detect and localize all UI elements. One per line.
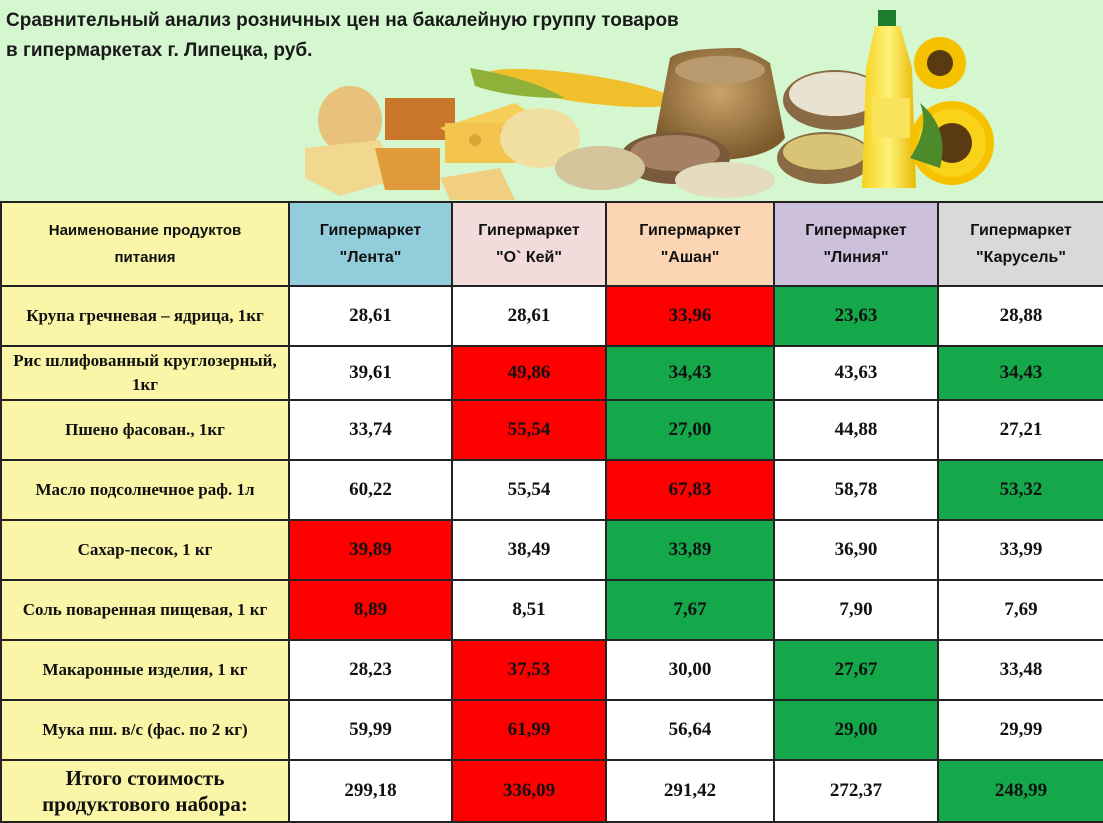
product-column-header: Наименование продуктов питания: [0, 201, 290, 287]
price-cell: 29,00: [773, 699, 939, 761]
price-cell: 34,43: [937, 345, 1103, 401]
store-header-okey: Гипермаркет "О` Кей": [451, 201, 607, 287]
product-name: Крупа гречневая – ядрица, 1кг: [0, 285, 290, 347]
product-name: Сахар-песок, 1 кг: [0, 519, 290, 581]
store-header-liniya: Гипермаркет "Линия": [773, 201, 939, 287]
grocery-illustration: [305, 10, 994, 200]
header-banner: Сравнительный анализ розничных цен на ба…: [0, 0, 1103, 201]
price-cell: 23,63: [773, 285, 939, 347]
price-cell: 60,22: [288, 459, 453, 521]
price-cell: 33,96: [605, 285, 775, 347]
price-cell: 38,49: [451, 519, 607, 581]
price-cell: 28,61: [288, 285, 453, 347]
price-cell: 29,99: [937, 699, 1103, 761]
price-cell: 53,32: [937, 459, 1103, 521]
grain-bowl-icon: [555, 70, 887, 198]
table-header-row: Наименование продуктов питания Гипермарк…: [0, 201, 1103, 287]
price-cell: 30,00: [605, 639, 775, 701]
product-name: Масло подсолнечное раф. 1л: [0, 459, 290, 521]
store-header-lenta: Гипермаркет "Лента": [288, 201, 453, 287]
price-cell: 67,83: [605, 459, 775, 521]
store-header-karusel: Гипермаркет "Карусель": [937, 201, 1103, 287]
price-cell: 28,61: [451, 285, 607, 347]
product-name: Рис шлифованный круглозерный, 1кг: [0, 345, 290, 401]
grain-sack-icon: [620, 48, 785, 184]
price-cell: 33,74: [288, 399, 453, 461]
oil-bottle-icon: [862, 10, 916, 188]
price-cell: 33,99: [937, 519, 1103, 581]
total-label: Итого стоимость продуктового набора:: [0, 759, 290, 823]
price-cell: 55,54: [451, 399, 607, 461]
price-cell: 56,64: [605, 699, 775, 761]
sunflower-icon: [910, 37, 994, 185]
price-cell: 7,69: [937, 579, 1103, 641]
price-table: Наименование продуктов питания Гипермарк…: [0, 201, 1103, 823]
price-cell: 39,89: [288, 519, 453, 581]
price-cell: 7,90: [773, 579, 939, 641]
table-row: Соль поваренная пищевая, 1 кг 8,89 8,51 …: [0, 579, 1103, 641]
price-cell: 28,23: [288, 639, 453, 701]
total-cell: 248,99: [937, 759, 1103, 823]
table-row: Пшено фасован., 1кг 33,74 55,54 27,00 44…: [0, 399, 1103, 461]
corn-icon: [470, 68, 675, 168]
product-name: Пшено фасован., 1кг: [0, 399, 290, 461]
price-cell: 58,78: [773, 459, 939, 521]
price-cell: 27,21: [937, 399, 1103, 461]
total-cell: 336,09: [451, 759, 607, 823]
price-cell: 49,86: [451, 345, 607, 401]
table-row: Сахар-песок, 1 кг 39,89 38,49 33,89 36,9…: [0, 519, 1103, 581]
price-cell: 8,51: [451, 579, 607, 641]
product-name: Соль поваренная пищевая, 1 кг: [0, 579, 290, 641]
price-cell: 8,89: [288, 579, 453, 641]
store-header-auchan: Гипермаркет "Ашан": [605, 201, 775, 287]
total-cell: 299,18: [288, 759, 453, 823]
title-line-2: в гипермаркетах г. Липецка, руб.: [6, 40, 313, 61]
price-cell: 39,61: [288, 345, 453, 401]
price-cell: 33,48: [937, 639, 1103, 701]
table-row: Рис шлифованный круглозерный, 1кг 39,61 …: [0, 345, 1103, 401]
price-cell: 59,99: [288, 699, 453, 761]
page-title: Сравнительный анализ розничных цен на ба…: [6, 6, 766, 66]
table-row: Крупа гречневая – ядрица, 1кг 28,61 28,6…: [0, 285, 1103, 347]
price-cell: 7,67: [605, 579, 775, 641]
price-cell: 27,00: [605, 399, 775, 461]
price-cell: 28,88: [937, 285, 1103, 347]
price-cell: 27,67: [773, 639, 939, 701]
price-cell: 55,54: [451, 459, 607, 521]
table-row: Макаронные изделия, 1 кг 28,23 37,53 30,…: [0, 639, 1103, 701]
total-cell: 272,37: [773, 759, 939, 823]
price-cell: 44,88: [773, 399, 939, 461]
price-cell: 43,63: [773, 345, 939, 401]
table-row: Мука пш. в/с (фас. по 2 кг) 59,99 61,99 …: [0, 699, 1103, 761]
table-row: Масло подсолнечное раф. 1л 60,22 55,54 6…: [0, 459, 1103, 521]
product-name: Мука пш. в/с (фас. по 2 кг): [0, 699, 290, 761]
total-row: Итого стоимость продуктового набора: 299…: [0, 759, 1103, 823]
price-cell: 61,99: [451, 699, 607, 761]
price-cell: 33,89: [605, 519, 775, 581]
total-cell: 291,42: [605, 759, 775, 823]
cheese-icon: [305, 86, 550, 200]
product-name: Макаронные изделия, 1 кг: [0, 639, 290, 701]
title-line-1: Сравнительный анализ розничных цен на ба…: [6, 10, 679, 31]
price-cell: 34,43: [605, 345, 775, 401]
price-cell: 37,53: [451, 639, 607, 701]
price-cell: 36,90: [773, 519, 939, 581]
